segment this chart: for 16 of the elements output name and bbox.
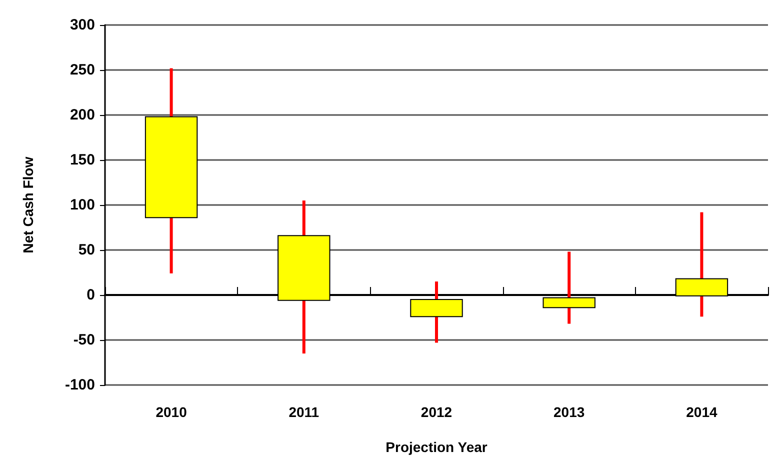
y-tick-label: -50 — [73, 332, 95, 348]
y-tick-label: 0 — [86, 286, 95, 304]
x-axis-title: Projection Year — [386, 439, 488, 455]
x-tick-label: 2013 — [554, 404, 585, 420]
y-tick-label: 200 — [70, 106, 95, 124]
y-tick-label: 100 — [70, 196, 95, 214]
y-tick-label: 50 — [78, 242, 95, 258]
y-tick-label: 250 — [70, 62, 95, 78]
y-tick-label: -100 — [64, 376, 95, 394]
x-tick-label: 2012 — [420, 404, 452, 420]
x-tick-label: 2010 — [156, 404, 188, 420]
x-tick-label: 2014 — [686, 404, 718, 420]
y-axis-title: Net Cash Flow — [20, 156, 36, 254]
y-tick-label: 150 — [70, 152, 95, 168]
x-tick-label: 2011 — [288, 404, 320, 420]
y-tick-label: 300 — [70, 16, 95, 34]
